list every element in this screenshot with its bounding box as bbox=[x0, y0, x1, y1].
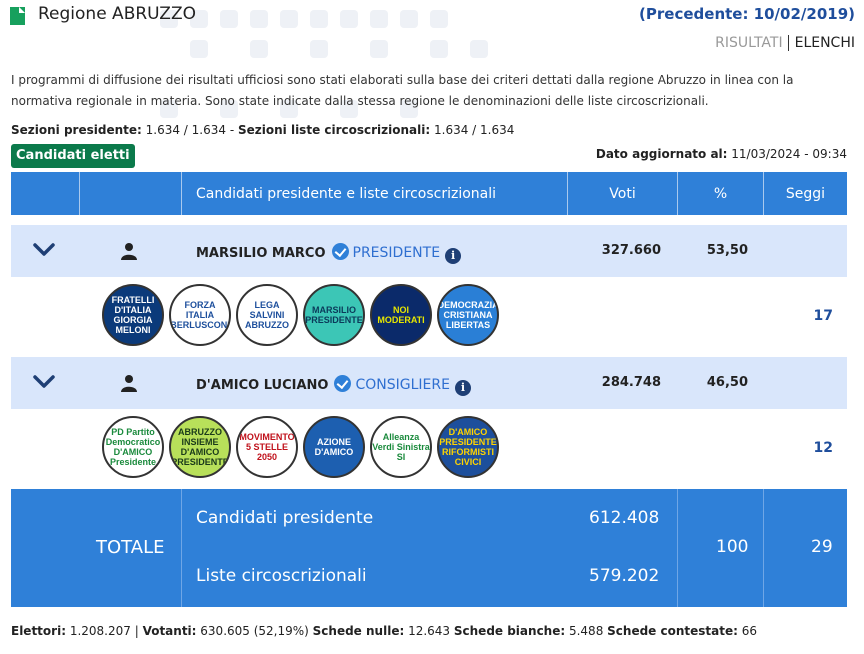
party-logo: ABRUZZO INSIEME D'AMICO PRESIDENTE bbox=[169, 416, 231, 478]
bianche-label: Schede bianche: bbox=[453, 624, 566, 638]
party-logo: LEGA SALVINI ABRUZZO bbox=[236, 284, 298, 346]
info-icon[interactable]: i bbox=[454, 380, 471, 396]
party-logo: DEMOCRAZIA CRISTIANA LIBERTAS bbox=[437, 284, 499, 346]
party-logo: NOI MODERATI bbox=[370, 284, 432, 346]
candidate-votes: 327.660 bbox=[601, 243, 661, 258]
totale-seats: 29 bbox=[811, 537, 833, 557]
turnout-footer: Elettori: 1.208.207 | Votanti: 630.605 (… bbox=[11, 624, 757, 638]
last-updated: Dato aggiornato al: 11/03/2024 - 09:34 bbox=[596, 147, 847, 161]
party-logos: PD Partito Democratico D'AMICO President… bbox=[102, 416, 499, 478]
chevron-down-icon[interactable] bbox=[33, 375, 55, 389]
lists-row: FRATELLI D'ITALIA GIORGIA MELONI FORZA I… bbox=[11, 277, 847, 357]
updated-value: 11/03/2024 - 09:34 bbox=[731, 147, 847, 161]
page-title: Regione ABRUZZO bbox=[38, 4, 196, 24]
document-icon bbox=[10, 7, 25, 25]
nulle-label: Schede nulle: bbox=[312, 624, 405, 638]
candidati-eletti-button[interactable]: Candidati eletti bbox=[11, 144, 135, 168]
tab-elenchi[interactable]: ELENCHI bbox=[794, 35, 855, 51]
lists-seats: 12 bbox=[813, 440, 833, 456]
contestate-value: 66 bbox=[737, 624, 758, 638]
header-candidati: Candidati presidente e liste circoscrizi… bbox=[182, 172, 568, 215]
chevron-down-icon[interactable] bbox=[33, 243, 55, 257]
view-tabs: RISULTATI ELENCHI bbox=[715, 35, 855, 51]
info-icon[interactable]: i bbox=[445, 248, 462, 264]
person-icon bbox=[121, 375, 137, 392]
party-logo: PD Partito Democratico D'AMICO President… bbox=[102, 416, 164, 478]
candidate-role: CONSIGLIERE bbox=[355, 377, 450, 393]
candidate-name: D'AMICO LUCIANO bbox=[196, 378, 329, 393]
candidate-row[interactable]: D'AMICO LUCIANO CONSIGLIERE i 284.748 46,5… bbox=[11, 357, 847, 409]
sezioni-presidente-value: 1.634 / 1.634 bbox=[145, 123, 227, 137]
checkmark-icon bbox=[331, 243, 349, 260]
tab-risultati[interactable]: RISULTATI bbox=[715, 35, 789, 51]
header-seggi: Seggi bbox=[785, 185, 826, 202]
lists-seats: 17 bbox=[813, 308, 833, 324]
party-logo: FRATELLI D'ITALIA GIORGIA MELONI bbox=[102, 284, 164, 346]
party-logo: FORZA ITALIA BERLUSCONI bbox=[169, 284, 231, 346]
sezioni-liste-label: Sezioni liste circoscrizionali: bbox=[238, 123, 431, 137]
header-icon-col bbox=[80, 172, 182, 215]
elettori-value: 1.208.207 | bbox=[66, 624, 143, 638]
table-header: Candidati presidente e liste circoscrizi… bbox=[11, 172, 847, 215]
elettori-label: Elettori: bbox=[11, 624, 66, 638]
party-logo: AZIONE D'AMICO bbox=[303, 416, 365, 478]
totale-presidente-label: Candidati presidente bbox=[196, 508, 374, 528]
header-pct: % bbox=[678, 172, 764, 215]
sezioni-separator: - bbox=[226, 123, 238, 137]
candidate-votes: 284.748 bbox=[601, 375, 661, 390]
header-expand-col bbox=[11, 172, 80, 215]
party-logos: FRATELLI D'ITALIA GIORGIA MELONI FORZA I… bbox=[102, 284, 499, 346]
sezioni-liste-value: 1.634 / 1.634 bbox=[434, 123, 515, 137]
totale-presidente-value: 612.408 bbox=[589, 508, 660, 528]
party-logo: D'AMICO PRESIDENTE RIFORMISTI CIVICI bbox=[437, 416, 499, 478]
totale-label: TOTALE bbox=[96, 537, 165, 558]
candidate-row[interactable]: MARSILIO MARCO PRESIDENTE i 327.660 53,50 bbox=[11, 225, 847, 277]
candidate-name-cell: D'AMICO LUCIANO CONSIGLIERE i bbox=[196, 375, 471, 396]
candidate-pct: 46,50 bbox=[706, 375, 748, 390]
checkmark-icon bbox=[334, 375, 352, 392]
sezioni-summary: Sezioni presidente: 1.634 / 1.634 - Sezi… bbox=[11, 123, 514, 137]
totale-pct: 100 bbox=[716, 537, 749, 557]
votanti-value: 630.605 (52,19%) bbox=[196, 624, 313, 638]
header-voti: Voti bbox=[568, 172, 678, 215]
totale-row: TOTALE Candidati presidente 612.408 List… bbox=[11, 489, 847, 607]
nulle-value: 12.643 bbox=[404, 624, 454, 638]
party-logo: MOVIMENTO 5 STELLE 2050 bbox=[236, 416, 298, 478]
page-header: Regione ABRUZZO (Precedente: 10/02/2019) bbox=[10, 4, 855, 30]
contestate-label: Schede contestate: bbox=[607, 624, 738, 638]
intro-text: I programmi di diffusione dei risultati … bbox=[11, 73, 794, 108]
candidate-role: PRESIDENTE bbox=[352, 245, 441, 261]
bianche-value: 5.488 bbox=[565, 624, 608, 638]
results-table: Candidati presidente e liste circoscrizi… bbox=[11, 172, 847, 607]
party-logo: Alleanza Verdi Sinistra SI bbox=[370, 416, 432, 478]
updated-label: Dato aggiornato al: bbox=[595, 147, 728, 161]
person-icon bbox=[121, 243, 137, 260]
lists-row: PD Partito Democratico D'AMICO President… bbox=[11, 409, 847, 489]
candidate-pct: 53,50 bbox=[706, 243, 748, 258]
totale-liste-label: Liste circoscrizionali bbox=[196, 566, 367, 586]
candidate-name: MARSILIO MARCO bbox=[196, 246, 326, 261]
sezioni-presidente-label: Sezioni presidente: bbox=[11, 123, 142, 137]
previous-election-link[interactable]: (Precedente: 10/02/2019) bbox=[639, 5, 855, 23]
party-logo: MARSILIO PRESIDENTE bbox=[303, 284, 365, 346]
candidate-name-cell: MARSILIO MARCO PRESIDENTE i bbox=[196, 243, 462, 264]
totale-liste-value: 579.202 bbox=[589, 566, 660, 586]
votanti-label: Votanti: bbox=[142, 624, 197, 638]
